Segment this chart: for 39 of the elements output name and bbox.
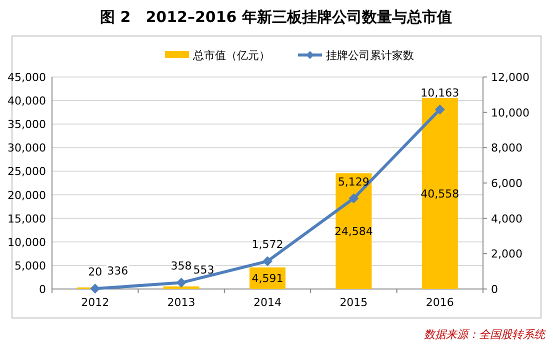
x-tick-label: 2014 [254,296,282,309]
data-label: 1,572 [252,238,284,252]
data-label: 553 [193,263,214,276]
x-tick-label: 2016 [426,296,454,309]
point [262,256,272,266]
y2-tick-label: 2,000 [491,248,522,261]
y-tick-label: 30,000 [8,142,46,155]
source-note: 数据来源：全国股转系统 [424,328,547,341]
data-label: 5,129 [338,175,370,188]
data-label: 20 [88,266,102,279]
y-tick-label: 20,000 [8,188,46,202]
point [90,284,100,294]
y-tick-label: 0 [39,283,46,296]
y2-tick-label: 6,000 [491,177,522,190]
x-tick-label: 2015 [340,296,368,309]
y-tick-label: 15,000 [8,212,46,226]
y2-tick-label: 12,000 [491,71,530,84]
y-tick-label: 10,000 [8,236,46,249]
data-label: 10,163 [420,86,460,100]
chart-title: 图 2 2012–2016 年新三板挂牌公司数量与总市值 [100,8,452,26]
data-label: 4,591 [252,272,284,286]
y-tick-label: 35,000 [8,118,46,132]
data-label: 358 [170,260,192,273]
data-label: 336 [107,264,128,278]
legend-label: 挂牌公司累计家数 [326,49,414,62]
y2-tick-label: 0 [491,283,498,296]
point [434,104,445,114]
point [176,278,186,288]
legend-label: 总市值（亿元） [192,49,270,62]
y2-tick-label: 10,000 [491,106,530,120]
y-tick-label: 45,000 [8,71,46,84]
y-tick-label: 40,000 [8,94,46,108]
y-tick-label: 25,000 [8,165,46,178]
y2-tick-label: 8,000 [491,142,522,155]
x-tick-label: 2013 [167,296,196,309]
y-tick-label: 5,000 [14,259,46,272]
x-tick-label: 2012 [81,296,110,309]
y2-tick-label: 4,000 [491,212,522,226]
point [348,193,359,204]
